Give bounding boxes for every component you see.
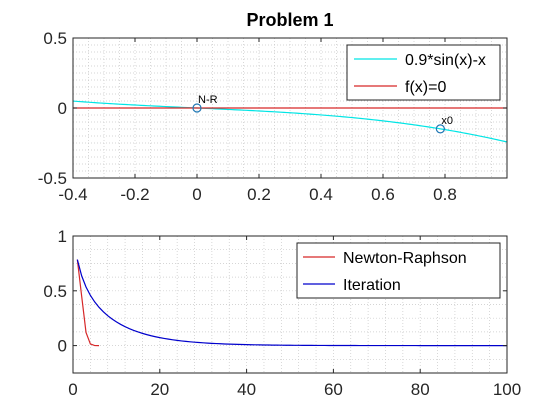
x-tick-label: 60: [324, 380, 343, 399]
y-tick-label: -0.5: [38, 169, 67, 188]
chart1-ticks: -0.4 -0.2 0 0.2 0.4 0.6 0.8 -0.5 0 0.5: [38, 29, 507, 204]
y-tick-label: 0: [58, 337, 67, 356]
chart1-legend-label-0: 0.9*sin(x)-x: [405, 52, 486, 69]
chart2-legend-label-1: Iteration: [343, 277, 401, 294]
chart-title: Problem 1: [246, 10, 333, 30]
chart2-ticks: 0 20 40 60 80 100 0 0.5 1: [43, 227, 521, 399]
y-tick-label: 1: [58, 227, 67, 246]
chart1-legend-label-1: f(x)=0: [405, 79, 446, 96]
y-tick-label: 0.5: [43, 282, 67, 301]
series-line-1: [76, 259, 507, 347]
chart2-legend-label-0: Newton-Raphson: [343, 250, 467, 267]
series-line-0: [72, 100, 508, 143]
series-line-0: [76, 259, 100, 347]
chart2-legend: Newton-Raphson Iteration: [296, 242, 501, 299]
x-tick-label: 40: [237, 380, 256, 399]
x-tick-label: 20: [150, 380, 169, 399]
marker-label: N-R: [198, 94, 218, 106]
x-tick-label: -0.4: [58, 185, 87, 204]
y-tick-label: 0: [58, 99, 67, 118]
marker-x0: [435, 124, 445, 134]
x-tick-label: 0.4: [309, 185, 333, 204]
x-tick-label: 0.6: [371, 185, 395, 204]
x-tick-label: 0: [68, 380, 77, 399]
x-tick-label: 0: [192, 185, 201, 204]
chart1-markers: N-R x0: [192, 94, 453, 134]
y-tick-label: 0.5: [43, 29, 67, 48]
x-tick-label: 80: [411, 380, 430, 399]
chart1-legend: 0.9*sin(x)-x f(x)=0: [346, 44, 501, 101]
x-tick-label: 0.8: [433, 185, 457, 204]
x-tick-label: -0.2: [120, 185, 149, 204]
chart1-legend-box: [346, 44, 501, 101]
marker-label: x0: [441, 115, 453, 127]
marker-n-r: [192, 103, 202, 113]
chart1-series: [72, 100, 508, 143]
chart2-legend-box: [296, 242, 501, 299]
chart2-series: [76, 259, 507, 347]
x-tick-label: 0.2: [247, 185, 271, 204]
chart2-axes-box: [72, 235, 508, 374]
x-tick-label: 100: [493, 380, 521, 399]
